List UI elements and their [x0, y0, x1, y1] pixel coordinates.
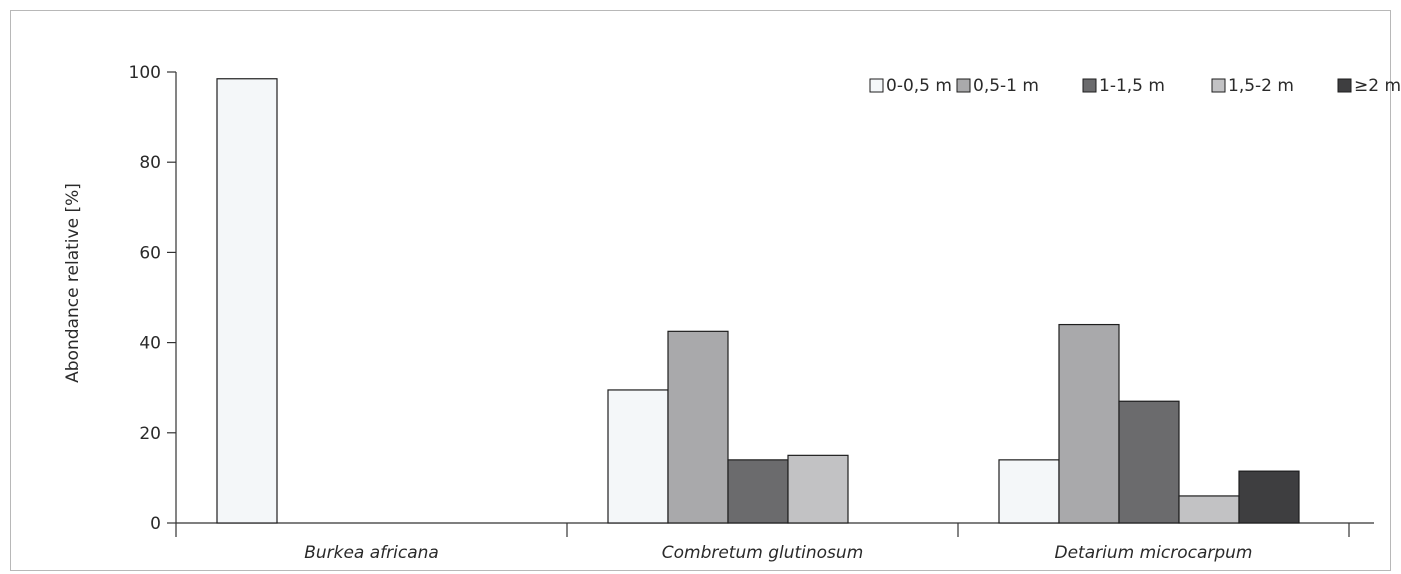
y-tick-label: 80	[139, 153, 161, 173]
legend-label: ≥2 m	[1354, 76, 1401, 96]
y-axis: 0 20 40 60 80 100	[129, 63, 177, 534]
bar-3-2	[1058, 323, 1120, 524]
bar-3-5	[1238, 470, 1300, 524]
legend-swatch	[956, 78, 971, 93]
bar-2-3	[727, 459, 789, 524]
y-tick-label: 40	[139, 334, 161, 354]
category-label: Detarium microcarpum	[1055, 543, 1253, 563]
y-tick-label: 100	[129, 63, 161, 83]
category-label: Burkea africana	[304, 543, 439, 563]
y-tick-label: 60	[139, 243, 161, 263]
legend-swatch	[1211, 78, 1226, 93]
y-tick-label: 0	[150, 514, 161, 534]
bar-3-1	[998, 459, 1060, 524]
legend-swatch	[1082, 78, 1097, 93]
bar-2-4	[787, 454, 849, 524]
legend-swatch	[869, 78, 884, 93]
legend-swatch	[1337, 78, 1352, 93]
bar-3-3	[1118, 400, 1180, 524]
legend-label: 1-1,5 m	[1099, 76, 1165, 96]
bar-2-2	[667, 330, 729, 524]
x-axis: Burkea africana Combretum glutinosum Detar…	[175, 522, 1374, 563]
legend-label: 1,5-2 m	[1228, 76, 1294, 96]
bar-2-1	[607, 389, 669, 524]
bars	[216, 78, 1300, 524]
legend-label: 0-0,5 m	[886, 76, 952, 96]
y-tick-label: 20	[139, 424, 161, 444]
legend-label: 0,5-1 m	[973, 76, 1039, 96]
bar-3-4	[1178, 495, 1240, 524]
category-label: Combretum glutinosum	[662, 543, 864, 563]
y-axis-title: Abondance relative [%]	[63, 183, 83, 383]
chart-border	[10, 10, 1391, 571]
bar-1-1	[216, 78, 278, 524]
legend: 0-0,5 m 0,5-1 m 1-1,5 m 1,5-2 m ≥2 m	[869, 76, 1401, 96]
